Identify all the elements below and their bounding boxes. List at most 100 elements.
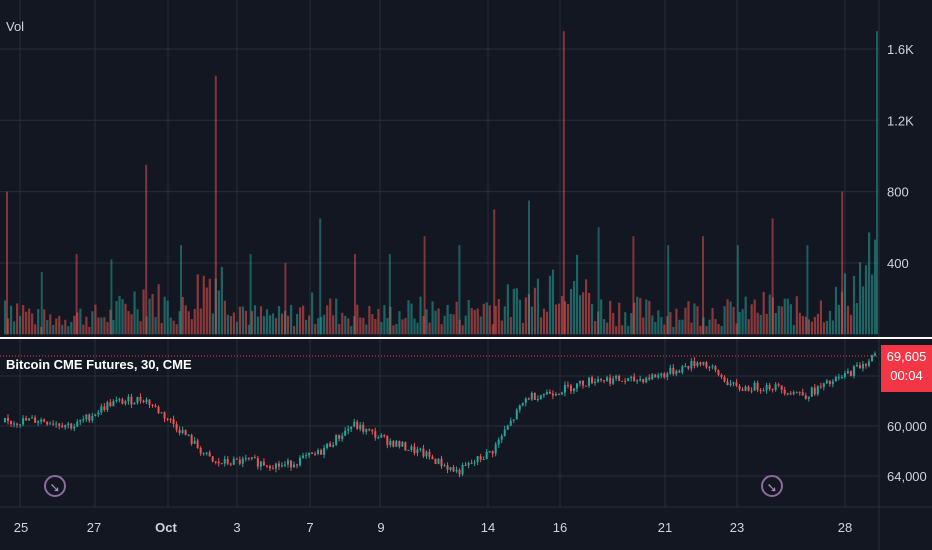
volume-bar — [338, 324, 341, 335]
volume-bar — [416, 322, 419, 335]
candle-body — [557, 394, 560, 396]
candle-body — [771, 388, 774, 390]
candle-body — [702, 362, 705, 365]
candle-body — [386, 435, 389, 446]
candle-body — [786, 393, 789, 395]
volume-bar — [55, 318, 58, 335]
dividend-arrow-icon[interactable]: ➘ — [44, 475, 66, 497]
candle-body — [609, 377, 612, 384]
time-axis-label: 3 — [233, 520, 240, 535]
candle-body — [804, 395, 807, 399]
candle-body — [100, 406, 103, 413]
volume-bar — [425, 309, 428, 335]
volume-bar — [575, 254, 579, 335]
candle-body — [789, 393, 792, 395]
volume-bar — [217, 290, 220, 335]
candle-body — [440, 458, 443, 467]
candle-body — [458, 469, 461, 475]
volume-bar — [606, 322, 609, 335]
candle-body — [581, 380, 584, 386]
volume-bar — [106, 321, 109, 335]
candle-body — [368, 428, 371, 430]
volume-bar — [876, 31, 878, 335]
volume-bar — [681, 319, 684, 335]
volume-bar — [669, 312, 672, 335]
candle-body — [783, 389, 786, 394]
candle-body — [410, 446, 413, 451]
candle-body — [816, 386, 819, 395]
dividend-arrow-icon[interactable]: ➘ — [761, 475, 783, 497]
volume-bar — [630, 312, 633, 335]
candle-body — [870, 355, 873, 362]
candle-body — [326, 443, 329, 448]
candle-body — [419, 448, 422, 450]
volume-bar — [642, 317, 645, 335]
candle-body — [250, 457, 253, 459]
volume-bar — [302, 305, 305, 335]
volume-bar — [834, 286, 838, 335]
volume-bar — [347, 318, 350, 335]
volume-bar — [354, 254, 356, 335]
volume-bar — [259, 306, 263, 335]
time-axis-label: 7 — [306, 520, 313, 535]
volume-bar — [88, 326, 91, 335]
candle-body — [822, 383, 825, 387]
volume-bar — [831, 320, 835, 335]
volume-bar — [308, 315, 311, 335]
volume-bar — [774, 312, 777, 335]
volume-bar — [75, 254, 78, 335]
candle-body — [314, 453, 317, 455]
candle-body — [678, 370, 681, 373]
candle-body — [371, 429, 374, 432]
candle-body — [744, 386, 747, 391]
volume-bar — [85, 316, 88, 335]
candle-body — [142, 400, 145, 403]
volume-bar — [699, 325, 702, 335]
volume-bar — [506, 284, 509, 335]
volume-bar — [624, 312, 627, 335]
volume-bar — [121, 299, 124, 335]
volume-bar — [539, 317, 543, 335]
volume-bar — [578, 295, 582, 335]
candle-body — [280, 465, 283, 467]
candle-body — [699, 362, 702, 365]
volume-axis-tick-label: 800 — [887, 185, 909, 200]
volume-bar — [741, 309, 744, 335]
candle-body — [446, 465, 449, 470]
candle-body — [807, 396, 810, 399]
candle-body — [302, 455, 305, 458]
volume-bar — [112, 320, 115, 335]
candle-body — [115, 400, 118, 402]
volume-bar — [229, 316, 232, 335]
volume-bar — [816, 313, 820, 335]
symbol-title[interactable]: Bitcoin CME Futures, 30, CME — [6, 357, 192, 372]
volume-bar — [277, 305, 281, 335]
candle-body — [151, 404, 154, 406]
candle-body — [425, 451, 428, 457]
volume-bar — [46, 320, 49, 335]
candle-body — [798, 392, 801, 394]
candle-body — [756, 382, 759, 390]
volume-bar — [651, 315, 654, 335]
candle-body — [645, 377, 648, 383]
volume-bar — [675, 308, 678, 335]
candle-body — [184, 430, 187, 435]
volume-bar — [64, 319, 67, 335]
volume-bar — [139, 321, 142, 335]
candle-body — [124, 401, 127, 404]
candle-body — [741, 389, 744, 391]
volume-bar — [843, 273, 847, 335]
candle-body — [232, 458, 235, 465]
volume-bar — [110, 259, 113, 335]
candle-body — [717, 370, 720, 375]
candle-body — [79, 420, 82, 422]
volume-bar — [226, 314, 229, 335]
volume-axis-tick-label: 1.2K — [887, 113, 914, 128]
volume-bar — [115, 301, 118, 335]
candle-body — [19, 424, 22, 426]
volume-bar — [124, 303, 127, 335]
volume-bar — [10, 305, 13, 335]
candle-body — [467, 463, 470, 466]
candle-body — [696, 362, 699, 366]
